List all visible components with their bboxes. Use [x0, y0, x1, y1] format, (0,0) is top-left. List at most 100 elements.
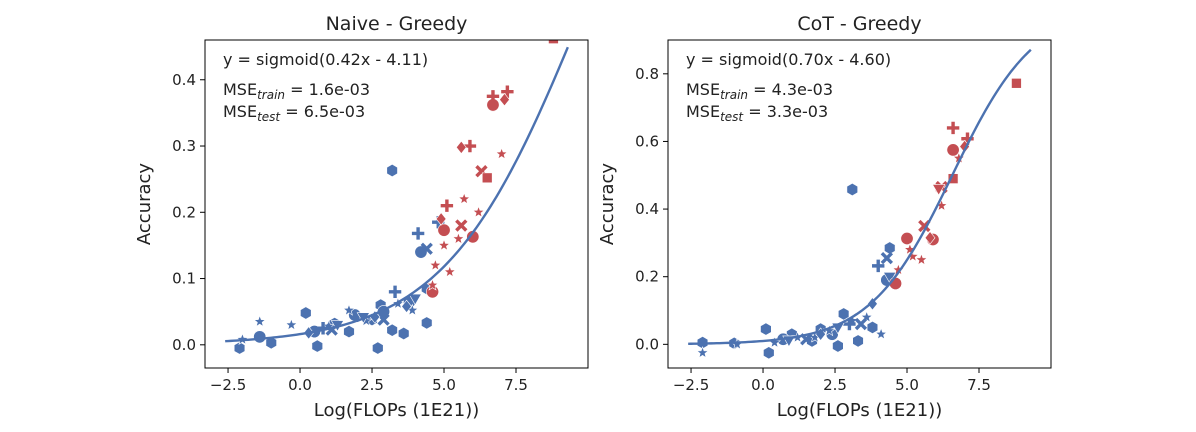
data-point-train-hexagon — [852, 334, 864, 348]
data-point-test-star — [429, 258, 442, 271]
mse-train: MSEtrain = 1.6e-03 — [223, 80, 370, 102]
data-point-test-star — [472, 205, 486, 218]
x-tick-label: 7.5 — [967, 376, 991, 394]
mse-train-subscript: train — [720, 88, 748, 102]
data-point-test-star — [906, 249, 920, 262]
data-point-train-plus — [872, 259, 885, 273]
x-tick-label: −2.5 — [673, 376, 709, 394]
y-tick-label: 0.8 — [635, 65, 659, 83]
data-point-train-hexagon — [233, 341, 246, 355]
mse-train-value: = 4.3e-03 — [748, 80, 833, 99]
data-point-test-star — [443, 265, 457, 278]
data-point-train-star — [874, 327, 888, 340]
mse-test-prefix: MSE — [686, 102, 720, 121]
data-point-test-plus — [501, 85, 514, 98]
data-point-train-circle — [253, 330, 267, 344]
mse-train: MSEtrain = 4.3e-03 — [686, 80, 833, 102]
y-tick-label: 0.2 — [172, 203, 196, 221]
plot-area — [688, 48, 1032, 360]
data-point-train-x — [377, 313, 390, 326]
data-point-train-star — [696, 346, 710, 359]
data-point-test-star — [457, 192, 471, 205]
mse-test-prefix: MSE — [223, 102, 257, 121]
data-point-test-diamond — [924, 231, 936, 245]
fit-curve — [225, 46, 569, 343]
data-point-train-plus — [388, 285, 402, 298]
data-point-test-square — [1011, 78, 1022, 89]
data-point-train-x — [420, 242, 433, 255]
x-tick-label: 5.0 — [432, 376, 456, 394]
y-tick-label: 0.3 — [172, 137, 196, 155]
chart-title: CoT - Greedy — [797, 13, 921, 35]
y-tick-label: 0.6 — [635, 132, 659, 150]
data-point-train-plus — [411, 227, 425, 240]
series-train — [696, 182, 897, 360]
x-tick-label: 0.0 — [288, 376, 312, 394]
mse-train-subscript: train — [257, 88, 285, 102]
y-tick-label: 0.2 — [635, 268, 659, 286]
mse-train-prefix: MSE — [223, 80, 257, 99]
data-point-train-hexagon — [884, 241, 896, 255]
data-point-test-square — [548, 40, 559, 44]
data-point-train-hexagon — [421, 316, 433, 330]
data-point-train-hexagon — [300, 306, 312, 320]
data-point-test-plus — [440, 199, 454, 212]
data-point-test-square — [481, 172, 493, 184]
data-point-train-hexagon — [763, 346, 775, 360]
data-point-train-hexagon — [846, 182, 859, 197]
data-point-test-star — [426, 278, 439, 291]
data-point-train-hexagon — [386, 163, 398, 178]
series-train — [233, 163, 445, 355]
x-tick-label: 5.0 — [895, 376, 919, 394]
y-tick-label: 0.0 — [635, 335, 659, 353]
data-point-train-hexagon — [832, 339, 844, 353]
chart-panel-1: Naive - Greedy−2.5 0.0 2.5 5.0 7.50.00.10.20… — [134, 13, 589, 421]
data-point-test-circle — [437, 223, 451, 237]
fit-equation: y = sigmoid(0.42x - 4.11) — [223, 50, 428, 69]
x-tick-label: 0.0 — [751, 376, 775, 394]
data-point-train-hexagon — [866, 320, 879, 334]
data-point-train-hexagon — [372, 341, 384, 355]
data-point-train-x — [854, 317, 868, 331]
data-point-test-circle — [946, 143, 960, 157]
mse-train-prefix: MSE — [686, 80, 720, 99]
data-point-test-x — [455, 219, 468, 232]
data-point-train-hexagon — [386, 323, 398, 337]
data-point-test-diamond — [455, 140, 467, 155]
x-axis-ticks: −2.5 0.0 2.5 5.0 7.5 — [210, 368, 528, 394]
data-point-train-hexagon — [265, 336, 277, 350]
mse-train-value: = 1.6e-03 — [285, 80, 370, 99]
y-axis-label: Accuracy — [597, 163, 618, 246]
y-tick-label: 0.1 — [172, 270, 196, 288]
plot-area — [225, 40, 569, 355]
data-point-train-hexagon — [837, 307, 850, 321]
data-point-train-star — [285, 318, 298, 331]
mse-test-value: = 3.3e-03 — [743, 102, 828, 121]
data-point-test-star — [495, 147, 509, 160]
mse-test-subscript: test — [720, 110, 744, 124]
data-point-train-star — [342, 303, 356, 316]
x-tick-label: 2.5 — [360, 376, 384, 394]
mse-test: MSEtest = 6.5e-03 — [223, 102, 365, 124]
data-point-train-diamond — [867, 297, 878, 311]
data-point-train-x — [880, 251, 894, 265]
plot-frame — [204, 39, 589, 369]
data-point-train-circle — [414, 245, 428, 259]
mse-test-value: = 6.5e-03 — [280, 102, 365, 121]
data-point-train-hexagon — [760, 322, 772, 336]
data-point-train-star — [253, 314, 267, 328]
x-axis-label: Log(FLOPs (1E21)) — [777, 400, 943, 421]
y-tick-label: 0.0 — [172, 336, 196, 354]
data-point-train-hexagon — [397, 326, 410, 341]
x-axis-ticks: −2.5 0.0 2.5 5.0 7.5 — [673, 368, 991, 394]
x-tick-label: 2.5 — [823, 376, 847, 394]
x-tick-label: −2.5 — [210, 376, 246, 394]
x-tick-label: 7.5 — [504, 376, 528, 394]
fit-curve — [688, 48, 1032, 345]
mse-test-subscript: test — [257, 110, 281, 124]
data-point-test-plus — [463, 139, 477, 153]
data-point-train-hexagon — [311, 339, 324, 353]
data-point-test-circle — [900, 231, 914, 245]
data-point-train-star — [860, 310, 874, 323]
